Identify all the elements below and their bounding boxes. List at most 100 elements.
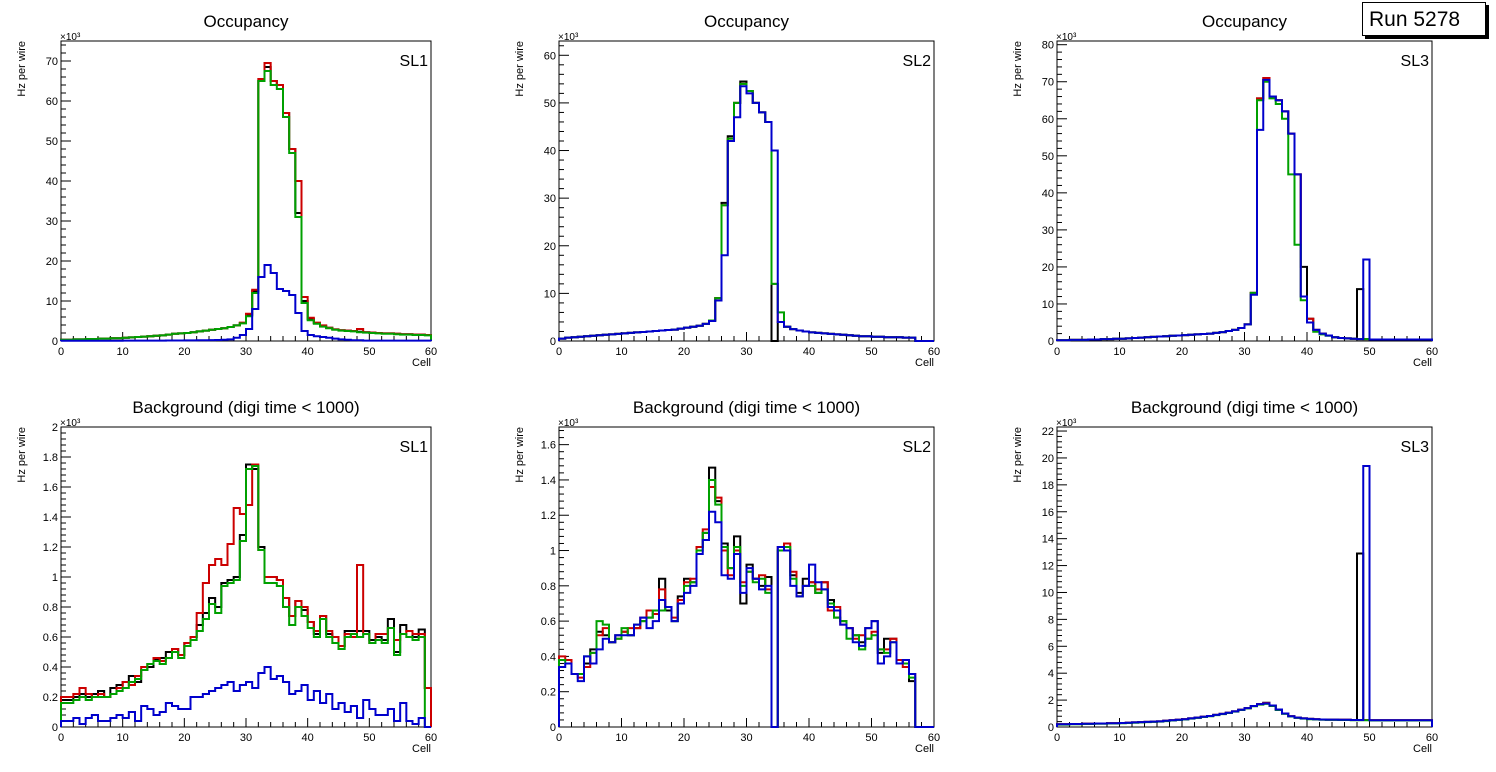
chart-panel-3: Occupancy 0 10 20 30 40 50 60 0 10 20 30 40 50 60 70 80×…: [1012, 12, 1438, 369]
y-tick-label: 30: [1042, 225, 1054, 237]
y-tick-label: 40: [544, 146, 556, 158]
y-exponent-label: ×10³: [1056, 32, 1077, 43]
y-axis-title: Hz per wire: [16, 427, 28, 483]
y-tick-label: 40: [46, 176, 58, 188]
y-tick-label: 1.8: [43, 452, 58, 464]
x-tick-label: 20: [678, 346, 690, 358]
chart-panel-1: Occupancy 0 10 20 30 40 50 60 0 10 20 30 40 50 60 70 ×10…: [16, 12, 437, 369]
y-tick-label: 0.2: [43, 692, 58, 704]
y-tick-label: 80: [1042, 40, 1054, 52]
y-tick-label: 60: [46, 96, 58, 108]
superlayer-label: SL2: [903, 53, 932, 70]
y-tick-label: 0.2: [541, 687, 556, 699]
series-blue-line: [558, 510, 934, 728]
y-tick-label: 20: [1042, 453, 1054, 465]
y-exponent-label: ×10³: [1056, 418, 1077, 429]
y-tick-label: 14: [1042, 534, 1054, 546]
x-tick-label: 30: [740, 346, 752, 358]
series-black-line: [558, 80, 934, 342]
series-blue-line: [1056, 465, 1433, 727]
x-axis-title: Cell: [412, 743, 431, 755]
series-red-line: [60, 62, 432, 341]
x-tick-label: 60: [425, 346, 437, 358]
x-axis-title: Cell: [915, 357, 934, 369]
y-tick-label: 0.8: [43, 602, 58, 614]
series-red-line: [558, 486, 934, 728]
x-tick-label: 40: [803, 732, 815, 744]
superlayer-label: SL2: [903, 439, 932, 456]
superlayer-label: SL3: [1401, 53, 1430, 70]
y-axis-title: Hz per wire: [1012, 41, 1024, 97]
y-tick-label: 10: [1042, 587, 1054, 599]
chart-panel-6: Background (digi time < 1000)0 10 20 30 40 50…: [1012, 398, 1438, 755]
x-tick-label: 20: [178, 346, 190, 358]
x-tick-label: 30: [240, 346, 252, 358]
y-exponent-label: ×10³: [558, 32, 579, 43]
series-red-line: [558, 82, 934, 342]
y-tick-label: 20: [46, 256, 58, 268]
plot-frame: [60, 40, 432, 342]
run-label: Run 5278: [1362, 2, 1486, 36]
y-tick-label: 0: [550, 336, 556, 348]
y-tick-label: 0.4: [43, 662, 58, 674]
series-green-line: [558, 82, 934, 342]
y-tick-label: 22: [1042, 426, 1054, 438]
x-tick-label: 10: [1113, 346, 1125, 358]
x-tick-label: 60: [1426, 346, 1438, 358]
x-tick-label: 50: [363, 346, 375, 358]
x-tick-label: 50: [1363, 346, 1375, 358]
x-tick-label: 0: [1054, 346, 1060, 358]
series-green-line: [1056, 80, 1433, 342]
y-tick-label: 10: [1042, 299, 1054, 311]
series-black-line: [558, 466, 934, 728]
x-tick-label: 60: [1426, 732, 1438, 744]
y-tick-label: 1.4: [541, 475, 556, 487]
x-tick-label: 0: [556, 346, 562, 358]
y-exponent-label: ×10³: [558, 418, 579, 429]
x-tick-label: 0: [556, 732, 562, 744]
y-tick-label: 0: [1048, 336, 1054, 348]
x-tick-label: 50: [865, 732, 877, 744]
series-black-line: [60, 66, 432, 341]
superlayer-label: SL1: [400, 439, 429, 456]
y-tick-label: 1: [52, 572, 58, 584]
x-axis-title: Cell: [915, 743, 934, 755]
y-tick-label: 0: [52, 722, 58, 734]
y-tick-label: 60: [544, 50, 556, 62]
y-tick-label: 6: [1048, 641, 1054, 653]
series-blue-line: [558, 85, 934, 342]
y-tick-label: 20: [544, 241, 556, 253]
x-tick-label: 40: [302, 346, 314, 358]
y-tick-label: 60: [1042, 114, 1054, 126]
chart-title: Occupancy: [1202, 12, 1288, 31]
y-axis-title: Hz per wire: [16, 41, 28, 97]
x-tick-label: 40: [803, 346, 815, 358]
x-tick-label: 30: [240, 732, 252, 744]
x-tick-label: 50: [1363, 732, 1375, 744]
y-tick-label: 0: [52, 336, 58, 348]
x-tick-label: 40: [1301, 346, 1313, 358]
y-tick-label: 50: [1042, 151, 1054, 163]
y-tick-label: 2: [1048, 695, 1054, 707]
y-tick-label: 0.6: [541, 616, 556, 628]
chart-title: Background (digi time < 1000): [633, 398, 860, 417]
y-tick-label: 70: [46, 56, 58, 68]
x-tick-label: 40: [302, 732, 314, 744]
y-tick-label: 1: [550, 546, 556, 558]
plot-frame: [1056, 40, 1433, 342]
x-tick-label: 40: [1301, 732, 1313, 744]
y-tick-label: 0: [550, 722, 556, 734]
y-tick-label: 30: [544, 193, 556, 205]
chart-panel-4: Background (digi time < 1000)0 10 20 30 40 50…: [16, 398, 437, 755]
x-tick-label: 10: [117, 346, 129, 358]
y-tick-label: 0.6: [43, 632, 58, 644]
y-tick-label: 10: [46, 296, 58, 308]
y-tick-label: 1.4: [43, 512, 58, 524]
y-tick-label: 50: [46, 136, 58, 148]
y-exponent-label: ×10³: [60, 418, 81, 429]
y-tick-label: 40: [1042, 188, 1054, 200]
x-tick-label: 10: [615, 346, 627, 358]
y-tick-label: 16: [1042, 507, 1054, 519]
chart-title: Background (digi time < 1000): [1131, 398, 1358, 417]
